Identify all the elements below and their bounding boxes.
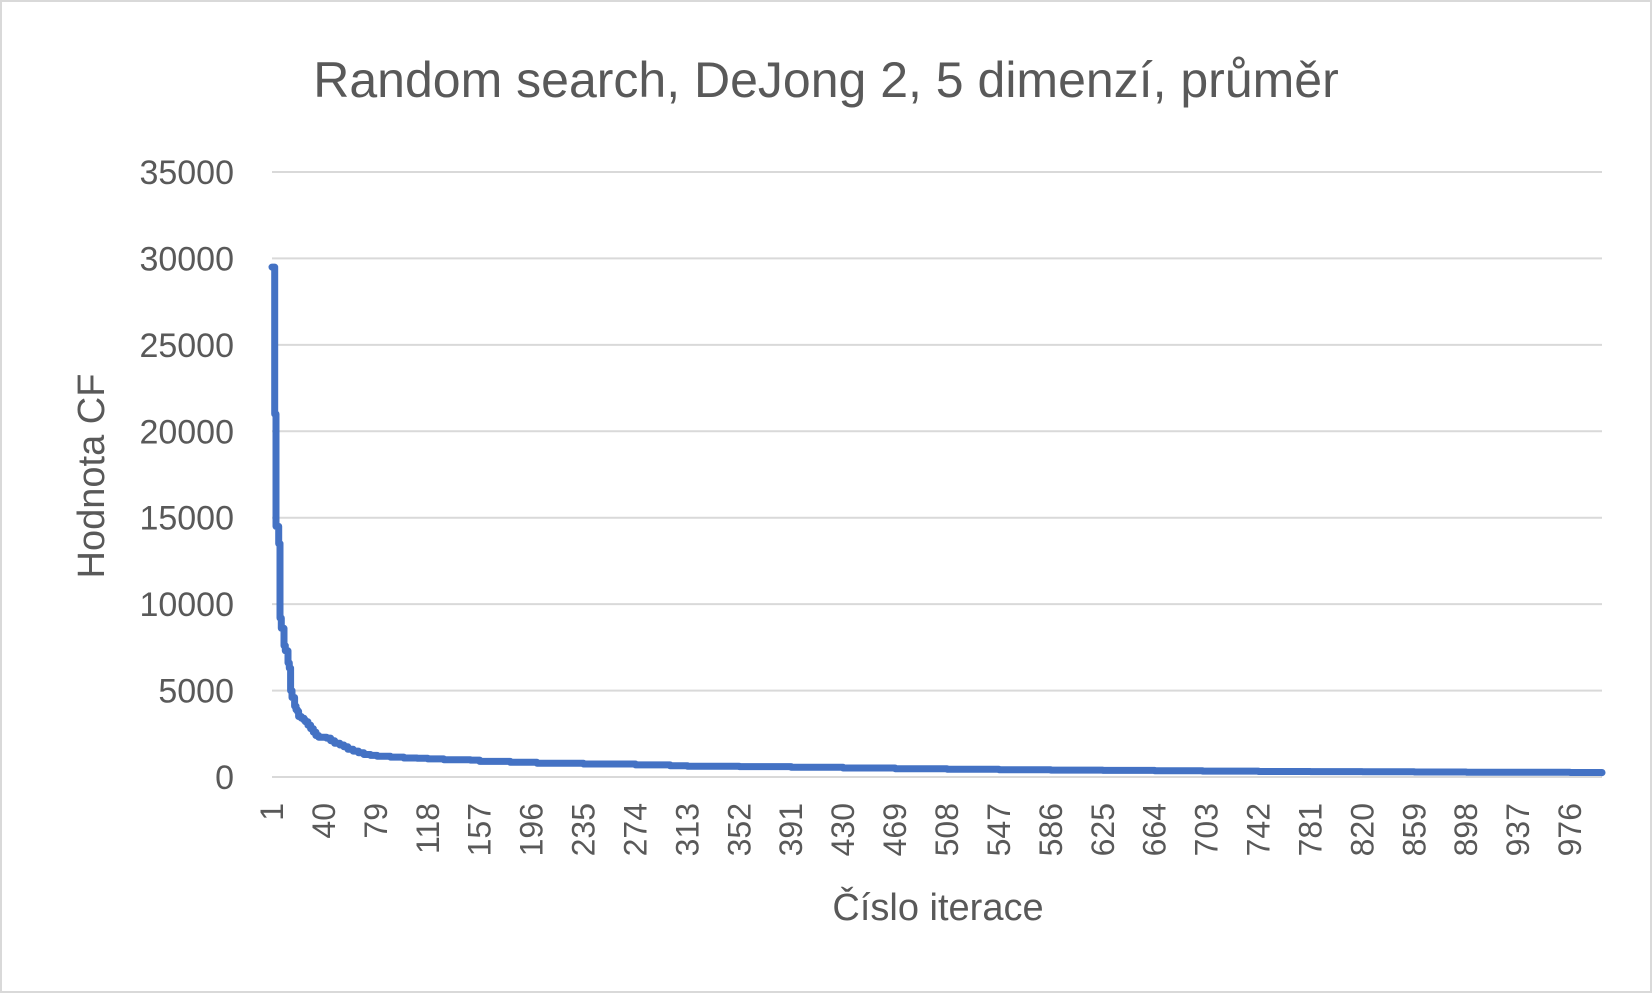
x-tick-label: 781 [1292, 803, 1328, 856]
x-tick-label: 1 [254, 803, 290, 821]
x-tick-label: 118 [410, 803, 446, 854]
y-tick-label: 30000 [139, 240, 234, 278]
x-tick-label: 820 [1344, 803, 1380, 856]
x-tick-label: 313 [669, 803, 705, 856]
x-tick-label: 196 [514, 803, 550, 856]
grid-lines [272, 171, 1602, 778]
series-line-0 [268, 263, 1606, 777]
x-tick-label: 547 [981, 803, 1017, 856]
x-tick-label: 664 [1137, 803, 1173, 856]
y-tick-labels: 0 5000 10000 15000 20000 25000 30000 35000 [139, 154, 234, 797]
y-tick-label: 5000 [158, 673, 234, 711]
x-tick-label: 430 [825, 803, 861, 856]
y-tick-label: 0 [215, 759, 234, 797]
y-tick-label: 25000 [139, 327, 234, 365]
x-tick-label: 898 [1448, 803, 1484, 856]
x-tick-label: 859 [1396, 803, 1432, 856]
x-tick-label: 40 [306, 803, 342, 839]
y-tick-label: 10000 [139, 586, 234, 624]
y-axis-label: Hodnota CF [71, 374, 113, 579]
x-tick-label: 235 [566, 803, 602, 856]
x-tick-label: 937 [1500, 803, 1536, 856]
x-tick-label: 703 [1189, 803, 1225, 856]
x-tick-label: 391 [773, 803, 809, 856]
x-tick-label: 625 [1085, 803, 1121, 856]
chart-title: Random search, DeJong 2, 5 dimenzí, prům… [313, 52, 1339, 108]
x-tick-label: 508 [929, 803, 965, 856]
x-axis-label: Číslo iterace [832, 885, 1043, 929]
series-layer [268, 263, 1606, 777]
y-tick-label: 20000 [139, 413, 234, 451]
x-tick-label: 742 [1241, 803, 1277, 856]
x-tick-label: 157 [462, 803, 498, 856]
x-tick-label: 469 [877, 803, 913, 856]
x-tick-label: 274 [617, 803, 653, 856]
y-tick-label: 15000 [139, 500, 234, 538]
x-tick-label: 79 [358, 803, 394, 839]
x-tick-labels: 1 40 79 118 157 196 235 274 313 352 391 430 469 508 54… [254, 803, 1588, 856]
x-tick-label: 352 [721, 803, 757, 856]
x-tick-label: 976 [1552, 803, 1588, 856]
y-tick-label: 35000 [139, 154, 234, 192]
x-tick-label: 586 [1033, 803, 1069, 856]
